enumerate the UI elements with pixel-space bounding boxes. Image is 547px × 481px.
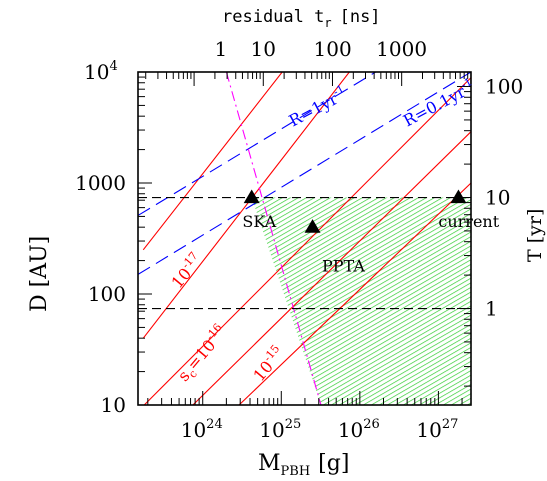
top-tick-label: 100 [314,37,352,61]
series-line-red-solid-4 [142,72,351,339]
x-axis-title-subscript: PBH [281,464,311,479]
marker-ppta [304,219,321,233]
annotation-0: SKA [242,212,276,231]
annotation-1: PPTA [322,256,365,275]
x-tick-label: 1024 [181,417,223,442]
right-axis-title: T [yr] [524,209,546,262]
annotation-2: current [438,212,499,231]
y-tick-label: 1000 [75,171,126,195]
series-line-blue-dashed-6 [138,72,471,275]
top-axis-title: residual tr [ns] [222,7,381,30]
markers-layer [243,189,467,233]
right-tick-label: 1 [485,297,498,321]
top-tick-label: 10 [251,37,276,61]
x-tick-label: 1025 [259,417,301,442]
allowed-region-layer [251,197,471,405]
series-line-red-solid-0 [143,77,471,405]
top-tick-label: 1000 [376,37,427,61]
marker-ska [243,189,260,204]
plot-frame [137,71,472,406]
tick-layer [138,71,472,406]
series-line-red-solid-2 [238,182,471,405]
right-tick-label: 100 [485,75,523,99]
series-line-red-solid-1 [192,131,471,405]
y-tick-label: 10 [101,393,126,417]
x-axis-title: MPBH [g] [258,451,349,479]
series-layer [138,72,471,405]
series-line-magenta-dashdot-7 [225,72,322,405]
allowed-region [251,197,471,405]
y-tick-label: 100 [88,282,126,306]
x-tick-label: 1026 [338,417,380,442]
marker-current [450,189,467,204]
annotation-4: sc=10-16 [172,321,233,387]
series-line-blue-dashed-5 [138,72,377,216]
annotation-7: R=0.1yr-1 [399,75,478,130]
annotation-3: 10-17 [166,249,207,292]
top-tick-label: 1 [214,37,227,61]
y-tick-label: 104 [84,59,118,84]
y-axis-title: D [AU] [27,236,52,312]
x-tick-label: 1027 [416,417,458,442]
annotation-6: R=1yr-1 [285,82,351,130]
right-tick-label: 10 [485,186,510,210]
